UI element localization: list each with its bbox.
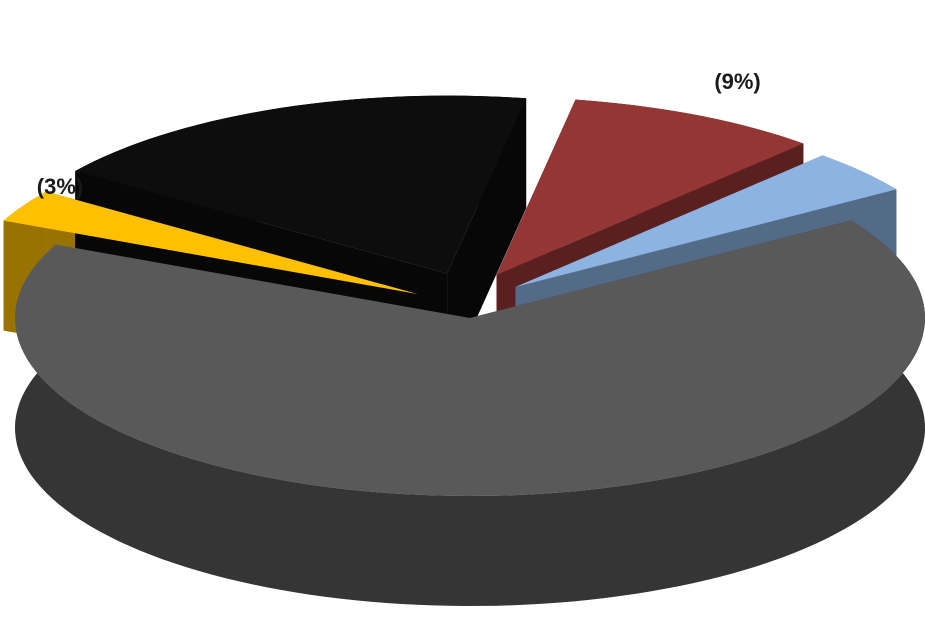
value-label: (9%) (714, 69, 760, 94)
slice (496, 99, 804, 275)
slice (515, 155, 897, 287)
value-label: (3%) (37, 174, 83, 199)
slice (75, 95, 527, 274)
slice (3, 191, 418, 295)
slice-side-shade (15, 220, 925, 606)
slice-side (15, 220, 925, 606)
slice (15, 220, 925, 496)
